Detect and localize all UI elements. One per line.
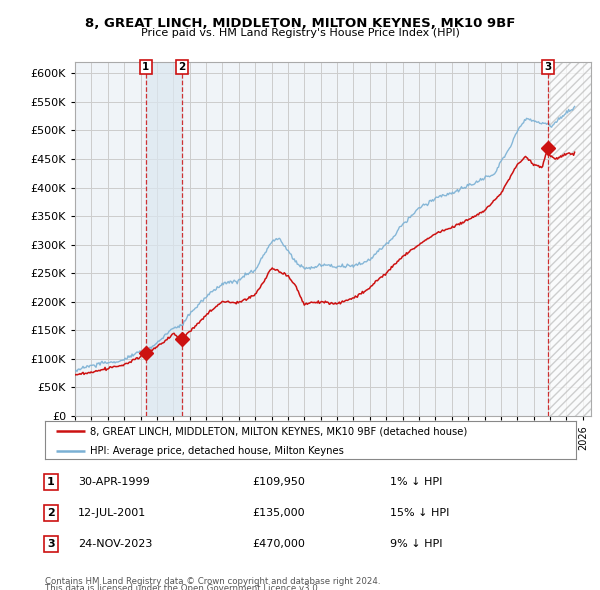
Text: Contains HM Land Registry data © Crown copyright and database right 2024.: Contains HM Land Registry data © Crown c… bbox=[45, 577, 380, 586]
Text: 1% ↓ HPI: 1% ↓ HPI bbox=[390, 477, 442, 487]
Text: 9% ↓ HPI: 9% ↓ HPI bbox=[390, 539, 443, 549]
Text: 2: 2 bbox=[179, 62, 186, 72]
Text: 8, GREAT LINCH, MIDDLETON, MILTON KEYNES, MK10 9BF: 8, GREAT LINCH, MIDDLETON, MILTON KEYNES… bbox=[85, 17, 515, 30]
Text: £470,000: £470,000 bbox=[252, 539, 305, 549]
Text: 8, GREAT LINCH, MIDDLETON, MILTON KEYNES, MK10 9BF (detached house): 8, GREAT LINCH, MIDDLETON, MILTON KEYNES… bbox=[90, 427, 467, 437]
Text: 12-JUL-2001: 12-JUL-2001 bbox=[78, 508, 146, 518]
Text: 3: 3 bbox=[47, 539, 55, 549]
Text: 24-NOV-2023: 24-NOV-2023 bbox=[78, 539, 152, 549]
Text: £135,000: £135,000 bbox=[252, 508, 305, 518]
Text: 1: 1 bbox=[142, 62, 149, 72]
Text: 15% ↓ HPI: 15% ↓ HPI bbox=[390, 508, 449, 518]
Bar bbox=[146, 62, 182, 416]
Text: This data is licensed under the Open Government Licence v3.0.: This data is licensed under the Open Gov… bbox=[45, 584, 320, 590]
Text: 1: 1 bbox=[47, 477, 55, 487]
Text: 3: 3 bbox=[545, 62, 552, 72]
Text: £109,950: £109,950 bbox=[252, 477, 305, 487]
Text: Price paid vs. HM Land Registry's House Price Index (HPI): Price paid vs. HM Land Registry's House … bbox=[140, 28, 460, 38]
Text: 2: 2 bbox=[47, 508, 55, 518]
Bar bbox=[548, 62, 591, 416]
Text: HPI: Average price, detached house, Milton Keynes: HPI: Average price, detached house, Milt… bbox=[90, 445, 344, 455]
Text: 30-APR-1999: 30-APR-1999 bbox=[78, 477, 150, 487]
